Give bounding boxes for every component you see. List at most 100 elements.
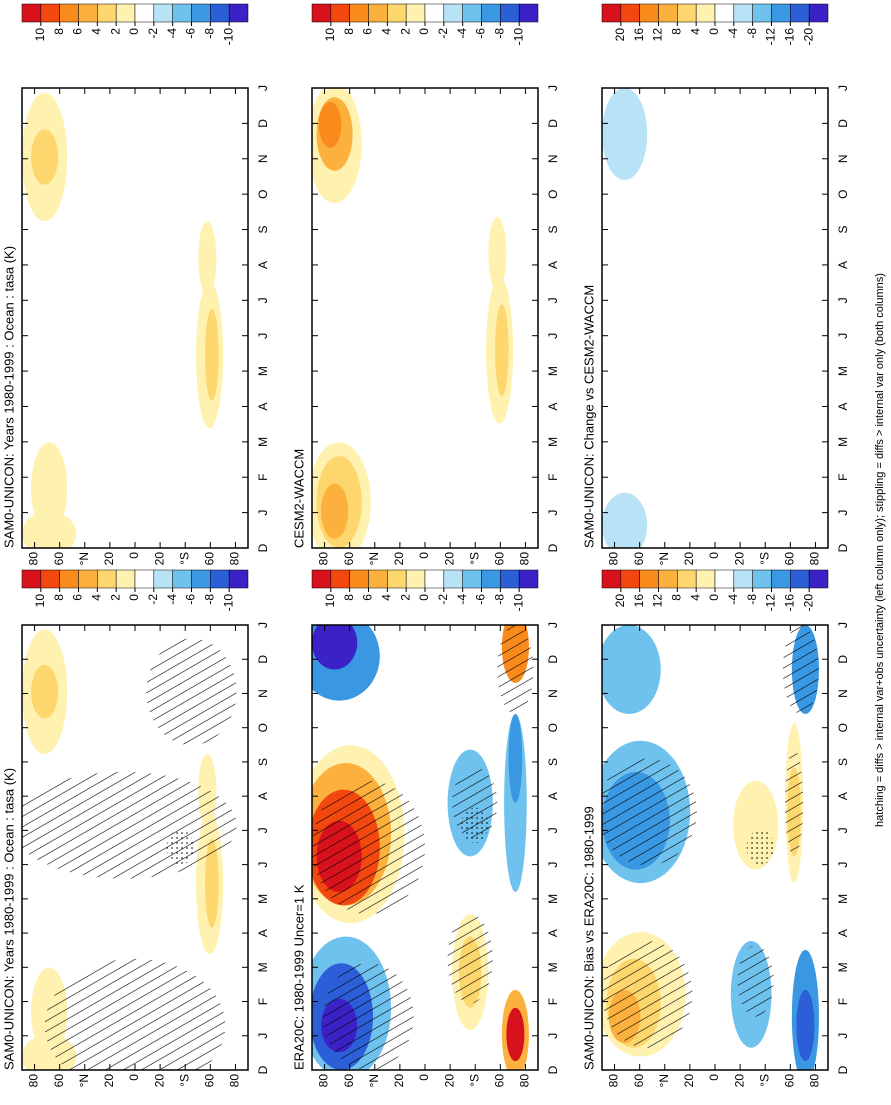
colorbar-tick-label: -10 xyxy=(221,28,235,46)
field xyxy=(312,625,538,1070)
x-tick-label: A xyxy=(836,929,850,937)
colorbar-swatch xyxy=(21,3,42,23)
x-tick-label: S xyxy=(256,226,270,234)
colorbar-tick-label: -16 xyxy=(783,594,797,612)
contour-region xyxy=(31,129,59,185)
x-tick-label: N xyxy=(546,154,560,163)
colorbar-swatch xyxy=(387,3,407,23)
x-tick-label: O xyxy=(836,723,850,732)
y-tick-label: 60 xyxy=(203,1074,217,1088)
panel-title: SAM0-UNICON: Years 1980-1999 : Ocean : t… xyxy=(1,246,16,548)
x-tick-label: D xyxy=(256,1065,270,1074)
x-tick-label: S xyxy=(836,758,850,766)
y-tick-label: °S xyxy=(467,1074,481,1087)
y-tick-label: 80 xyxy=(228,552,242,566)
y-tick-label: 0 xyxy=(707,552,721,559)
contour-region xyxy=(796,989,815,1062)
field xyxy=(312,88,538,548)
panel: ERA20C: 1980-1999 Uncer=1 K80 60 °N 20 0 20 °S… xyxy=(291,569,560,1088)
colorbar-tick-label: -2 xyxy=(436,594,450,605)
colorbar-swatch xyxy=(78,3,98,23)
panel-title: ERA20C: 1980-1999 Uncer=1 K xyxy=(291,884,306,1070)
x-tick-label: M xyxy=(836,962,850,972)
colorbar-swatch xyxy=(210,569,230,589)
hatching xyxy=(737,945,774,1017)
colorbar-swatch xyxy=(134,569,155,589)
colorbar-swatch xyxy=(620,569,640,589)
colorbar-swatch xyxy=(462,569,482,589)
x-tick-label: J xyxy=(546,85,560,91)
colorbar-swatch xyxy=(228,3,249,23)
colorbar-swatch xyxy=(771,3,791,23)
colorbar-tick-label: 2 xyxy=(108,28,122,35)
panel-title: SAM0-UNICON: Years 1980-1999 : Ocean : t… xyxy=(1,768,16,1070)
x-tick-label: N xyxy=(546,689,560,698)
colorbar-tick-label: 16 xyxy=(632,594,646,608)
x-tick-label: F xyxy=(546,474,560,481)
colorbar-tick-label: 6 xyxy=(361,28,375,35)
x-tick-label: J xyxy=(256,827,270,833)
panel: SAM0-UNICON: Years 1980-1999 : Ocean : t… xyxy=(1,569,270,1088)
colorbar-swatch xyxy=(808,569,829,589)
panel-title: CESM2-WACCM xyxy=(291,449,306,548)
colorbar-tick-label: -4 xyxy=(726,28,740,39)
colorbar-tick-label: 8 xyxy=(52,594,66,601)
x-tick-label: F xyxy=(836,474,850,481)
field xyxy=(22,88,248,548)
y-tick-label: 20 xyxy=(152,1074,166,1088)
y-tick-label: 20 xyxy=(732,1074,746,1088)
colorbar-swatch xyxy=(59,3,79,23)
landscape-figure: hatching = diffs > internal var+obs unce… xyxy=(1,3,886,1088)
x-tick-label: J xyxy=(256,85,270,91)
colorbar-tick-label: 2 xyxy=(108,594,122,601)
colorbar-swatch xyxy=(330,569,350,589)
y-tick-label: °S xyxy=(467,552,481,565)
x-tick-label: D xyxy=(546,119,560,128)
x-tick-label: J xyxy=(836,1033,850,1039)
colorbar-tick-label: 10 xyxy=(33,594,47,608)
colorbar-swatch xyxy=(191,569,211,589)
x-tick-label: A xyxy=(546,261,560,269)
contour-region xyxy=(312,625,358,670)
x-tick-label: J xyxy=(256,622,270,628)
y-tick-label: 60 xyxy=(632,552,646,566)
colorbar-tick-label: 10 xyxy=(323,28,337,42)
x-tick-label: M xyxy=(256,894,270,904)
plot-background xyxy=(22,88,248,548)
colorbar-swatch xyxy=(518,569,539,589)
y-tick-label: 60 xyxy=(52,552,66,566)
colorbar-tick-label: -6 xyxy=(184,594,198,605)
hatching xyxy=(323,963,414,1070)
colorbar-swatch xyxy=(97,3,117,23)
contour-region xyxy=(205,838,219,928)
colorbar-tick-label: 0 xyxy=(417,594,431,601)
x-tick-label: J xyxy=(836,333,850,339)
x-tick-label: M xyxy=(546,437,560,447)
y-tick-label: 80 xyxy=(808,1074,822,1088)
colorbar-swatch xyxy=(658,569,678,589)
x-tick-label: M xyxy=(546,366,560,376)
y-tick-label: 60 xyxy=(493,1074,507,1088)
x-tick-label: D xyxy=(546,1065,560,1074)
y-tick-label: 20 xyxy=(102,552,116,566)
colorbar-tick-label: 8 xyxy=(52,28,66,35)
x-tick-label: M xyxy=(546,894,560,904)
footer: hatching = diffs > internal var+obs unce… xyxy=(874,273,886,827)
contour-region xyxy=(198,221,217,295)
colorbar-tick-label: -10 xyxy=(221,594,235,612)
contour-region xyxy=(602,625,661,714)
plot-background xyxy=(312,88,538,548)
y-tick-label: °S xyxy=(177,1074,191,1087)
y-tick-label: 60 xyxy=(493,552,507,566)
colorbar-swatch xyxy=(405,3,426,23)
y-tick-label: 20 xyxy=(682,552,696,566)
x-tick-label: J xyxy=(836,297,850,303)
colorbar-tick-label: -6 xyxy=(474,28,488,39)
contour-region xyxy=(488,216,507,291)
colorbar-tick-label: 8 xyxy=(670,594,684,601)
x-tick-label: N xyxy=(256,154,270,163)
y-tick-label: 20 xyxy=(682,1074,696,1088)
field xyxy=(602,625,828,1070)
